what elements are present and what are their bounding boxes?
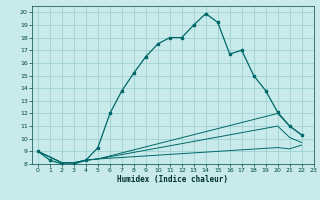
X-axis label: Humidex (Indice chaleur): Humidex (Indice chaleur) [117,175,228,184]
